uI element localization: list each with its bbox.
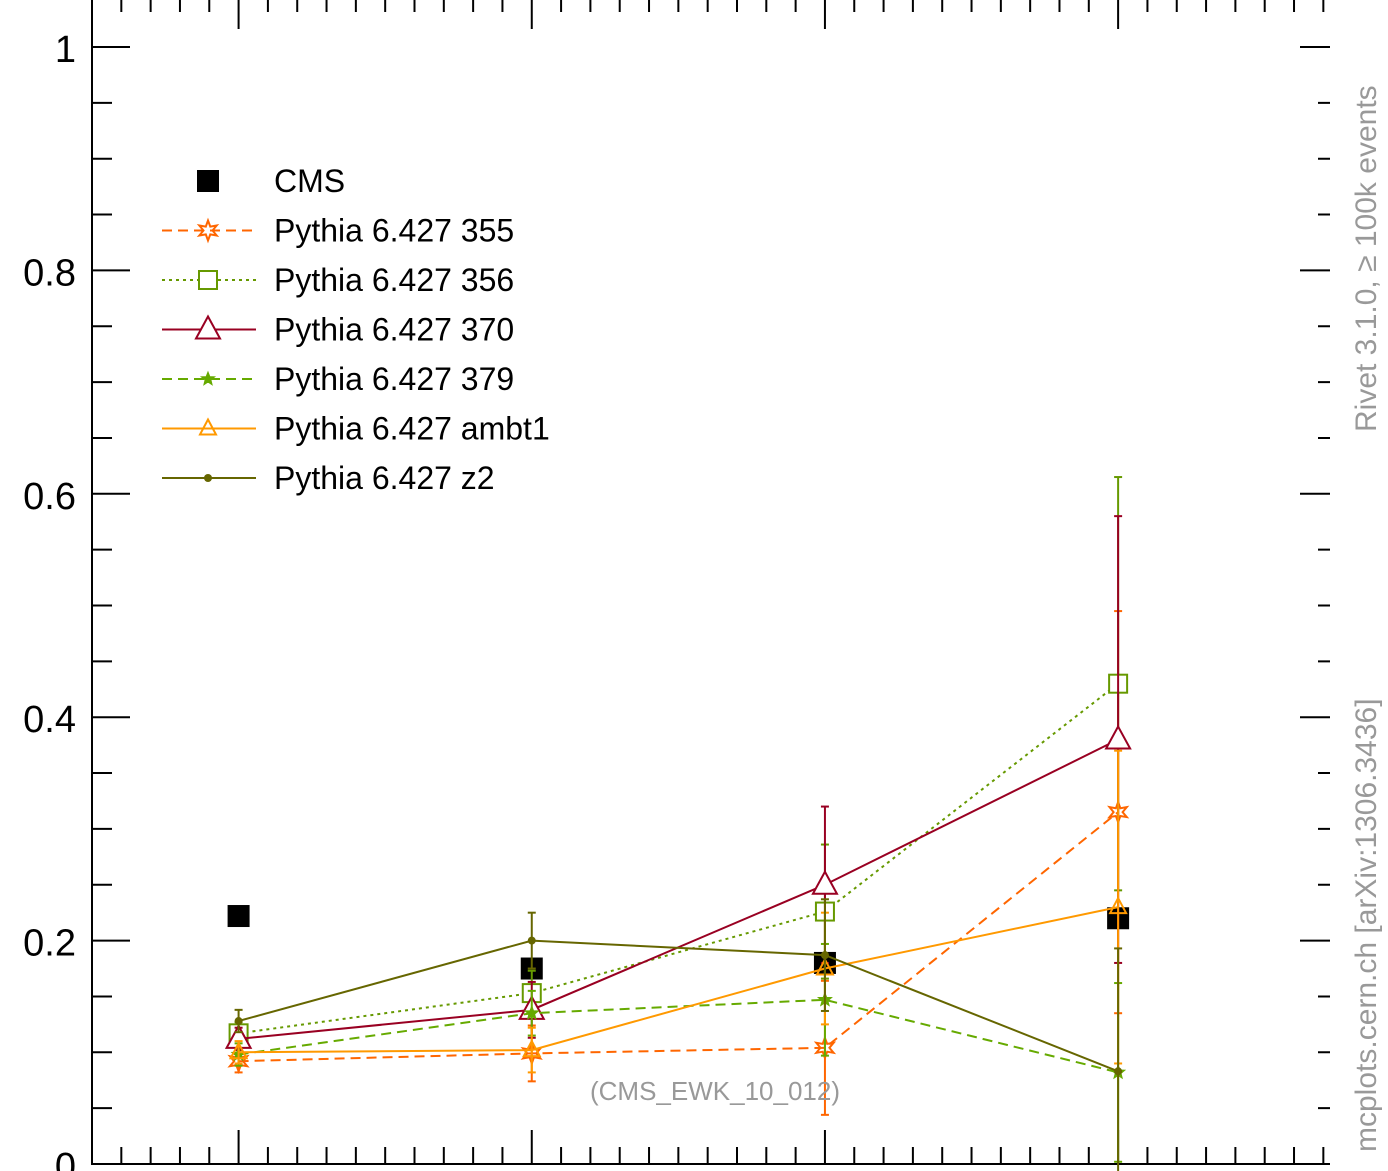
series-0 [227, 905, 1130, 980]
legend-label: Pythia 6.427 356 [274, 262, 514, 298]
data-point [523, 1004, 540, 1021]
axes-frame: 0 0.2 0.4 0.6 0.8 1 [23, 0, 1330, 1171]
y-tick-label: 0.8 [23, 252, 76, 294]
data-point [1104, 724, 1132, 750]
data-point [1114, 1067, 1123, 1076]
series-2 [228, 476, 1129, 1046]
legend-label: Pythia 6.427 379 [274, 361, 514, 397]
series-line [238, 811, 1119, 1063]
series-4 [230, 942, 1127, 1163]
series-line [238, 906, 1119, 1054]
legend-entry-6: Pythia 6.427 z2 [162, 460, 495, 496]
legend-label: Pythia 6.427 370 [274, 312, 514, 348]
legend-marker [197, 170, 219, 192]
legend-marker [204, 474, 212, 482]
mcplots-source-label: mcplots.cern.ch [arXiv:1306.3436] [1350, 698, 1383, 1152]
series-5 [228, 749, 1128, 1074]
series-6 [234, 898, 1123, 1171]
series-line [238, 939, 1119, 1073]
legend-label: CMS [274, 163, 345, 199]
data-point [813, 1034, 837, 1061]
data-point [1108, 895, 1128, 915]
data-point [228, 1041, 249, 1060]
legend-label: Pythia 6.427 ambt1 [274, 411, 550, 447]
data-point [227, 905, 250, 928]
plot-frame [91, 0, 1330, 1165]
legend-entry-1: Pythia 6.427 355 [162, 213, 514, 249]
legend-marker [199, 370, 217, 386]
rivet-version-label: Rivet 3.1.0, ≥ 100k events [1350, 85, 1383, 432]
series-layer [224, 476, 1132, 1171]
chart: 0 0.2 0.4 0.6 0.8 1 CMS Pythia 6.427 355 Pythia… [23, 0, 1330, 1171]
data-point [227, 1048, 250, 1075]
y-tick-label: 1 [55, 29, 76, 71]
data-point [234, 1017, 243, 1026]
legend-marker [196, 217, 220, 244]
data-point [527, 936, 536, 945]
series-line [238, 998, 1119, 1074]
legend-label: Pythia 6.427 355 [274, 213, 514, 249]
data-point [820, 951, 829, 960]
legend-marker [194, 314, 222, 340]
legend: CMS Pythia 6.427 355 Pythia 6.427 356 Pythi… [162, 163, 550, 496]
y-tick-label: 0 [55, 1146, 76, 1171]
series-1 [227, 610, 1130, 1116]
legend-entry-0: CMS [197, 163, 345, 199]
legend-entry-4: Pythia 6.427 379 [162, 361, 514, 397]
legend-marker [198, 270, 218, 290]
series-line [238, 738, 1119, 1040]
legend-entry-3: Pythia 6.427 370 [162, 312, 514, 348]
series-3 [224, 515, 1132, 1052]
legend-entry-2: Pythia 6.427 356 [162, 262, 514, 298]
y-tick-label: 0.4 [23, 699, 76, 741]
legend-marker [198, 417, 218, 436]
y-tick-label: 0.2 [23, 923, 76, 965]
legend-entry-5: Pythia 6.427 ambt1 [162, 411, 550, 447]
analysis-annotation: (CMS_EWK_10_012) [590, 1076, 840, 1106]
y-tick-label: 0.6 [23, 476, 76, 518]
data-point [811, 869, 839, 895]
legend-label: Pythia 6.427 z2 [274, 460, 495, 496]
series-line [238, 682, 1119, 1035]
data-point [522, 1038, 542, 1058]
